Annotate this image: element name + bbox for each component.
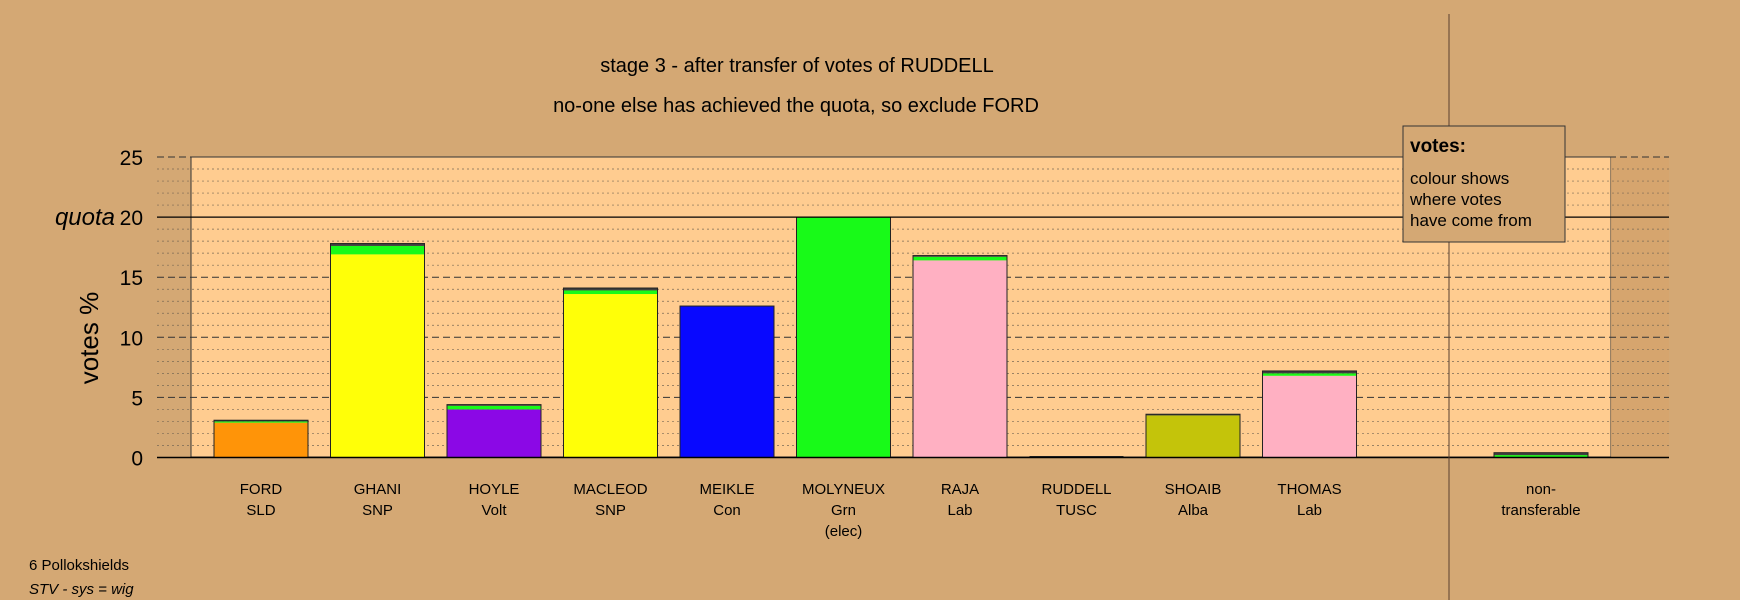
bar-segment-macleod [563,288,658,291]
x-label-hoyle-0: HOYLE [469,481,520,498]
x-label-ford-0: FORD [240,481,283,498]
legend-line-2: where votes [1409,190,1502,209]
bar-segment-ghani [330,254,425,458]
bar-segment-raja [913,260,1007,458]
legend-title: votes: [1410,136,1466,157]
x-label-molyneux-0: MOLYNEUX [802,481,885,498]
x-label-shoaib-0: SHOAIB [1165,481,1222,498]
bar-segment-hoyle [447,404,541,406]
bar-segment-ghani [330,245,425,255]
y-tick-label: 5 [131,387,143,410]
x-label-ruddell-1: TUSC [1056,502,1097,519]
x-label-nontransferable-0: non- [1526,481,1556,498]
bar-segment-shoaib [1146,414,1240,416]
x-label-macleod-0: MACLEOD [573,481,647,498]
y-tick-label: 0 [131,448,143,471]
bar-segment-macleod [563,290,658,295]
x-label-shoaib-1: Alba [1178,502,1209,519]
bar-segment-hoyle [447,405,541,410]
x-label-meikle-1: Con [713,502,741,519]
bar-segment-ford [214,421,308,423]
x-label-hoyle-1: Volt [481,502,507,519]
x-label-molyneux-2: (elec) [825,523,863,540]
x-label-nontransferable-1: transferable [1501,502,1580,519]
legend: votes: colour shows where votes have com… [1402,125,1566,243]
y-tick-label: 25 [120,147,143,170]
bar-segment-nontransferable [1494,455,1588,458]
x-label-molyneux-1: Grn [831,502,856,519]
x-axis-labels: FORD SLD GHANI SNP HOYLE Volt MACLEOD SNP MEIKLE… [240,481,1581,540]
footer-ward: 6 Pollokshields [29,557,130,574]
bar-segment-ghani [330,243,425,246]
legend-line-1: colour shows [1410,169,1509,188]
bar-segment-molyneux [796,217,891,458]
bar-segment-nontransferable [1494,452,1588,456]
bar-segment-ford [214,420,308,422]
y-axis-label: votes % [74,292,104,385]
bar-segment-thomas [1262,370,1357,374]
footer-system: STV - sys = wig [29,581,134,598]
y-axis: 0 5 10 15 20 25 [120,147,143,471]
bar-segment-thomas [1262,375,1357,458]
bar-segment-raja [913,256,1007,261]
x-label-thomas-1: Lab [1297,502,1322,519]
plot-area [190,156,1612,458]
x-label-ghani-0: GHANI [354,481,402,498]
bar-segment-thomas [1262,373,1357,376]
x-label-ford-1: SLD [246,502,275,519]
y-tick-label: 20 [120,207,143,230]
bar-segment-raja [913,255,1007,257]
x-label-ruddell-0: RUDDELL [1041,481,1111,498]
legend-line-3: have come from [1410,211,1532,230]
right-shade [1611,157,1669,457]
bar-segment-macleod [563,294,658,458]
x-label-raja-0: RAJA [941,481,979,498]
bar-segment-hoyle [447,409,541,458]
x-label-raja-1: Lab [947,502,972,519]
bar-segment-meikle [680,306,774,458]
x-label-macleod-1: SNP [595,502,626,519]
bars [213,216,1589,459]
chart-title: stage 3 - after transfer of votes of RUD… [600,55,994,77]
x-label-ghani-1: SNP [362,502,393,519]
y-tick-label: 10 [120,327,143,350]
x-label-thomas-0: THOMAS [1277,481,1341,498]
legend-box [1402,125,1566,243]
bar-segment-ford [214,422,308,458]
x-label-meikle-0: MEIKLE [699,481,754,498]
y-tick-label: 15 [120,267,143,290]
bar-segment-shoaib [1146,415,1240,458]
chart-subtitle: no-one else has achieved the quota, so e… [553,95,1039,117]
quota-label: quota [55,204,115,231]
